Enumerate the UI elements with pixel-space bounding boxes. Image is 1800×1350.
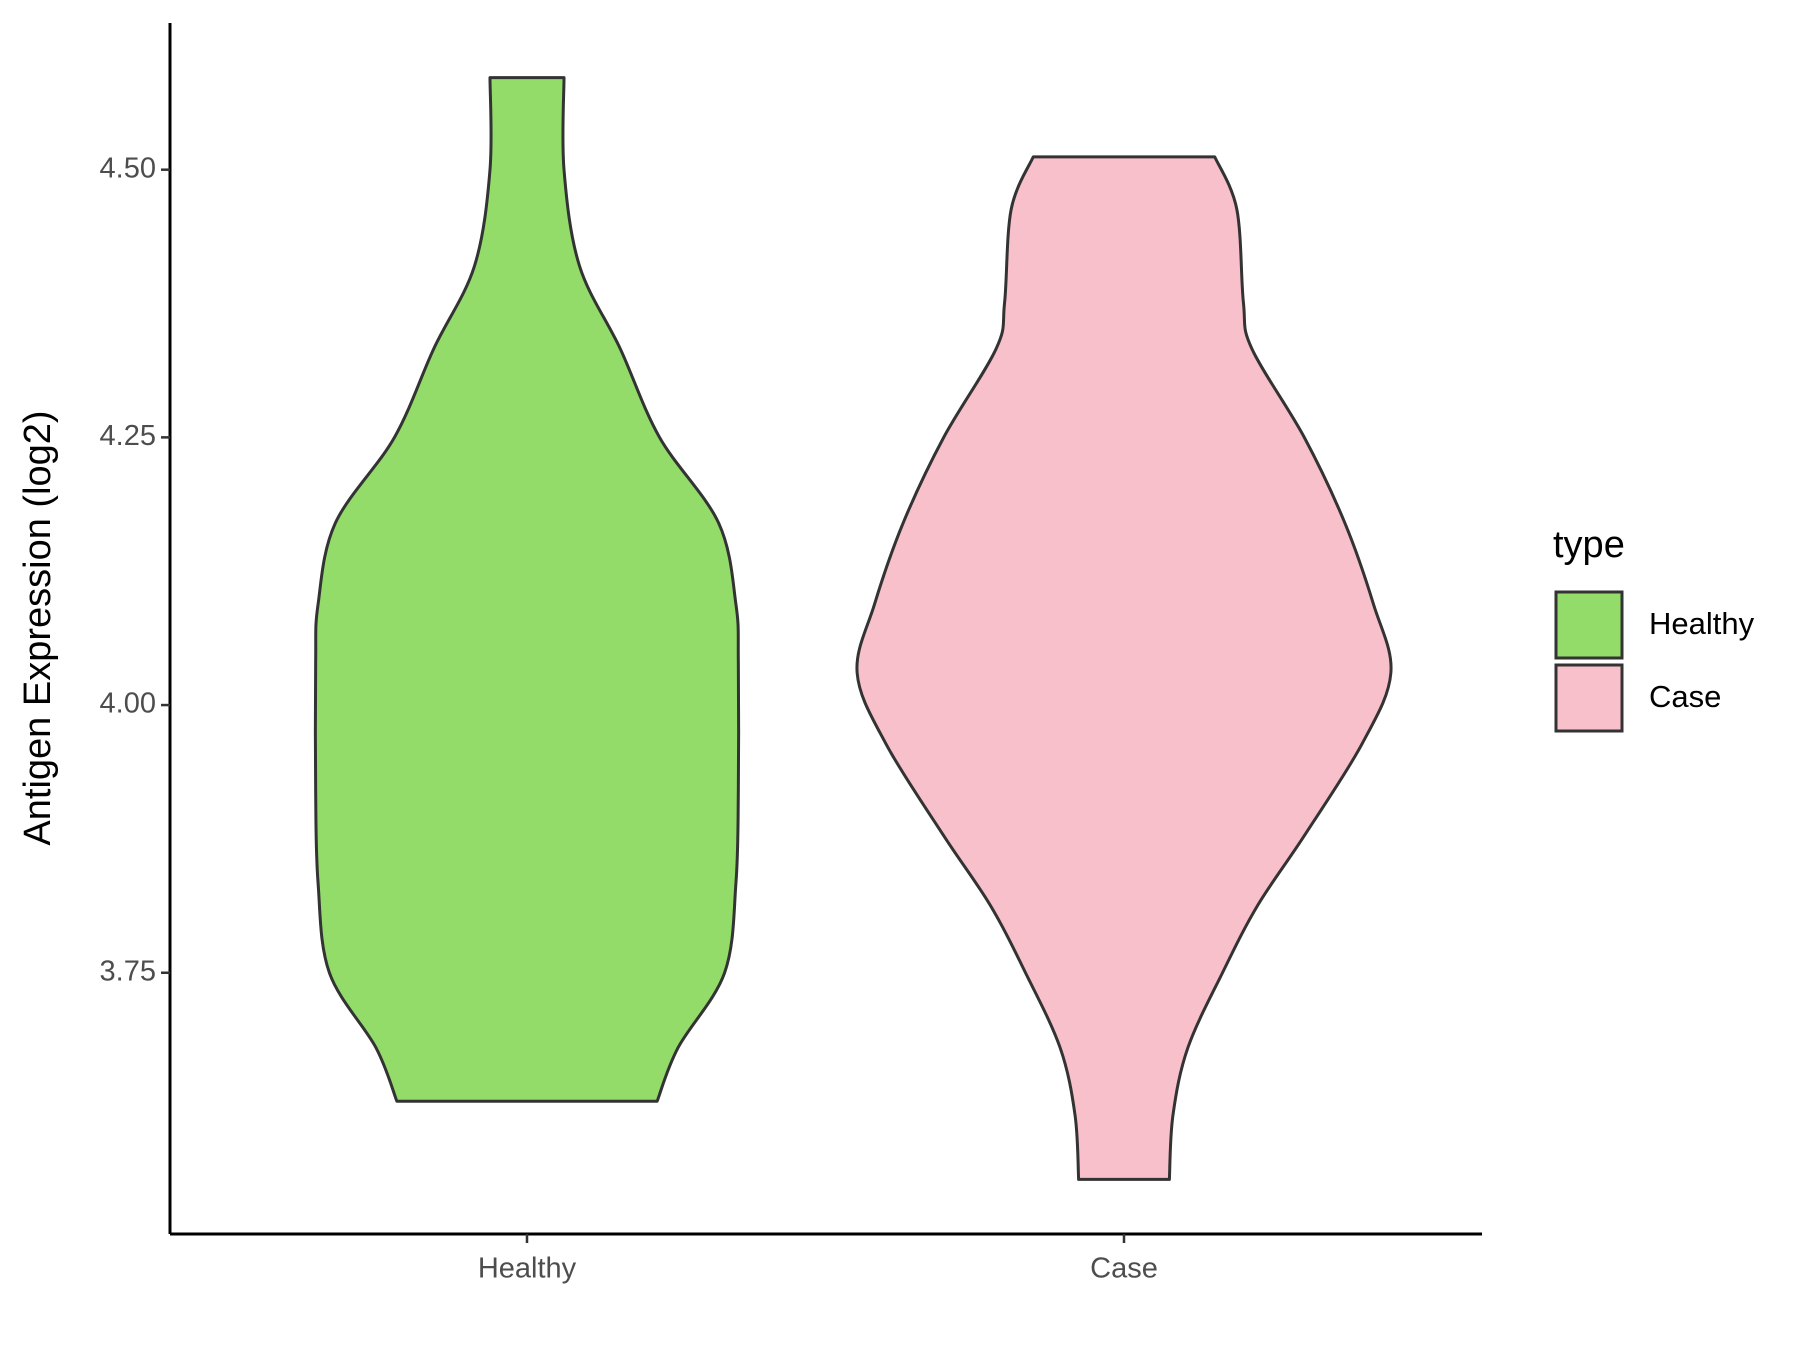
- violin: [855, 155, 1393, 1181]
- y-tick-label: 4.50: [100, 152, 156, 184]
- y-tick-label: 4.25: [100, 420, 156, 452]
- violin: [313, 76, 741, 1103]
- y-axis-title: Antigen Expression (log2): [17, 410, 59, 845]
- y-tick-label: 4.00: [100, 688, 156, 720]
- legend-key: [1554, 590, 1624, 660]
- legend-label: Healthy: [1649, 606, 1755, 641]
- legend-key: [1554, 663, 1624, 733]
- x-tick-label: Healthy: [478, 1253, 577, 1285]
- y-tick-label: 3.75: [100, 955, 156, 987]
- x-tick-label: Case: [1090, 1253, 1158, 1285]
- legend-title: type: [1553, 524, 1625, 566]
- legend-label: Case: [1649, 679, 1721, 714]
